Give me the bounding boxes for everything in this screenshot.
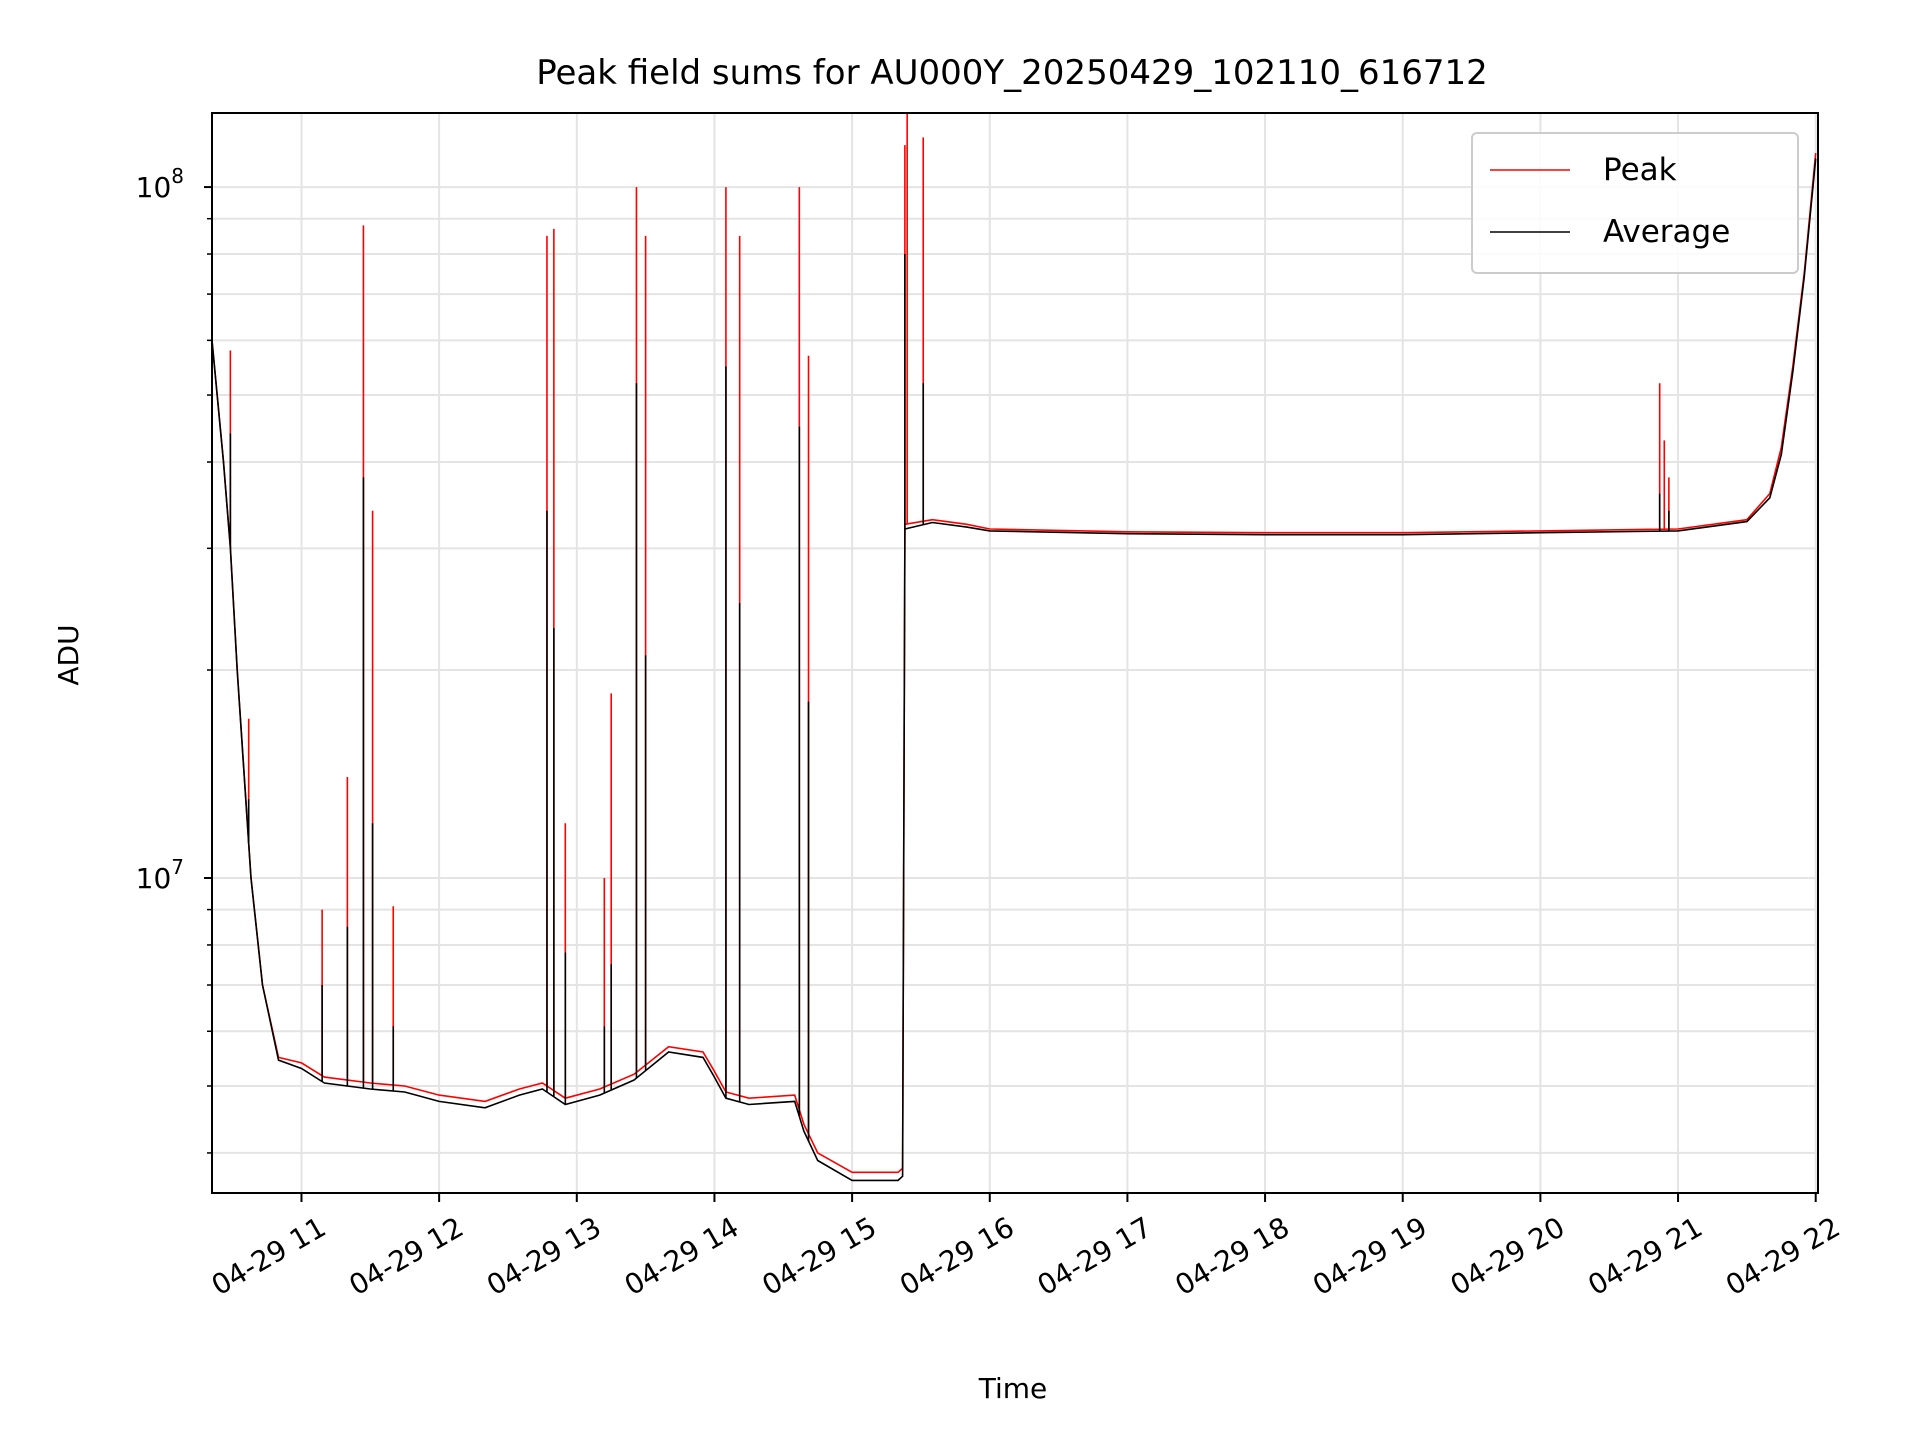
legend-label-average: Average [1603, 214, 1730, 250]
y-tick-label-base: 10 [136, 171, 172, 204]
legend-box [1471, 132, 1799, 274]
series-line-average [212, 158, 1817, 1182]
y-tick-label: 107 [136, 855, 184, 895]
legend: Peak Average [1471, 132, 1799, 274]
y-tick-label-exponent: 7 [171, 855, 184, 879]
x-axis-label: Time [978, 1372, 1048, 1405]
chart-title: Peak field sums for AU000Y_20250429_1021… [536, 53, 1488, 93]
y-tick-label-base: 10 [136, 862, 172, 895]
legend-label-peak: Peak [1603, 152, 1677, 188]
y-axis-label: ADU [52, 624, 85, 685]
plot-frame [211, 112, 1819, 1194]
series-line-peak [212, 153, 1817, 1174]
y-tick-label-exponent: 8 [171, 164, 184, 188]
y-tick-label: 108 [136, 164, 184, 204]
